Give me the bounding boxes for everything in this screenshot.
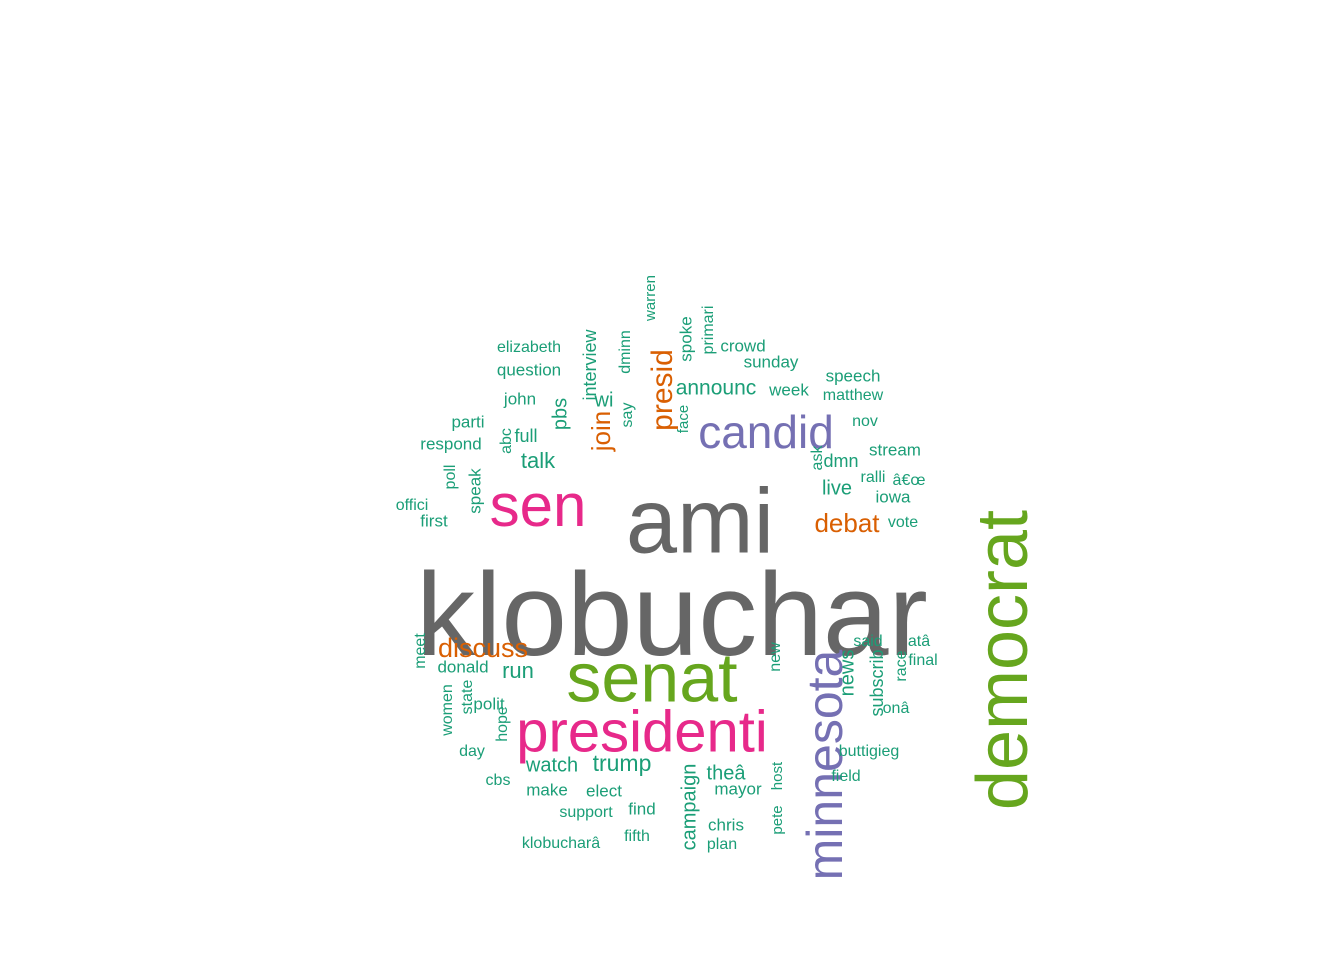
word-60: hope (494, 706, 511, 742)
word-73: host (769, 761, 786, 790)
word-35: offici (396, 497, 429, 514)
word-59: polit (473, 694, 504, 713)
word-40: spoke (676, 316, 695, 361)
word-75: said (853, 633, 882, 650)
word-24: pbs (549, 398, 571, 430)
word-14: trump (593, 750, 652, 776)
word-31: full (514, 426, 537, 446)
word-50: ask (809, 445, 826, 471)
word-25: subscrib (867, 649, 887, 716)
word-5: presidenti (516, 699, 767, 764)
word-74: new (767, 642, 784, 672)
word-36: first (420, 511, 448, 530)
word-30: respond (420, 434, 481, 453)
word-66: find (628, 799, 655, 818)
word-10: debat (814, 508, 880, 538)
word-61: day (459, 743, 485, 760)
word-20: live (822, 477, 852, 499)
word-34: speak (465, 468, 484, 514)
word-68: fifth (624, 828, 650, 845)
word-63: make (526, 780, 568, 799)
word-67: klobucharâ (522, 835, 600, 852)
word-79: onâ (883, 700, 910, 717)
word-48: nov (852, 413, 878, 430)
word-12: announc (676, 377, 757, 400)
word-71: plan (707, 836, 737, 853)
word-72: pete (769, 805, 786, 834)
word-43: crowd (720, 336, 765, 355)
word-1: ami (626, 470, 774, 572)
word-17: news (836, 650, 858, 697)
word-29: parti (451, 412, 484, 431)
word-0: klobuchar (416, 549, 928, 681)
word-2: democrat (963, 510, 1043, 810)
word-32: abc (498, 428, 515, 454)
word-38: say (619, 403, 636, 428)
word-42: face (675, 405, 692, 433)
word-16: run (502, 658, 534, 683)
word-45: week (768, 380, 809, 399)
word-7: candid (698, 406, 834, 458)
word-64: elect (586, 781, 622, 800)
word-4: sen (490, 472, 587, 539)
word-46: speech (826, 366, 881, 385)
word-27: question (497, 360, 561, 379)
word-78: final (908, 652, 937, 669)
word-77: atâ (908, 633, 930, 650)
word-62: cbs (486, 772, 511, 789)
word-57: women (439, 684, 456, 737)
word-22: wi (594, 389, 614, 411)
word-70: chris (708, 815, 744, 834)
word-6: minnesota (797, 649, 853, 880)
word-33: poll (442, 465, 459, 490)
word-49: stream (869, 440, 921, 459)
word-28: john (503, 389, 536, 408)
word-3: senat (566, 638, 737, 716)
word-47: matthew (823, 387, 884, 404)
word-23: interview (580, 328, 600, 400)
word-81: field (831, 768, 860, 785)
word-76: race (893, 650, 910, 681)
word-56: donald (437, 657, 488, 676)
word-52: â€œ (893, 472, 926, 489)
word-9: discuss (438, 633, 528, 663)
word-51: ralli (861, 469, 886, 486)
word-44: sunday (744, 352, 799, 371)
word-15: watch (525, 754, 578, 776)
word-13: talk (521, 448, 556, 473)
word-80: buttigieg (839, 743, 900, 760)
word-54: vote (888, 514, 918, 531)
word-26: elizabeth (497, 339, 561, 356)
word-18: campaign (678, 764, 700, 851)
word-19: theâ (707, 762, 747, 784)
word-53: iowa (876, 487, 912, 506)
word-21: dmn (823, 451, 858, 471)
word-37: dminn (617, 330, 634, 374)
word-65: support (559, 804, 613, 821)
word-58: state (459, 680, 476, 715)
word-41: primari (700, 306, 717, 355)
word-69: mayor (714, 779, 762, 798)
word-55: meet (412, 633, 429, 669)
word-11: join (586, 411, 616, 452)
word-39: warren (642, 275, 659, 322)
word-8: presid (646, 349, 679, 431)
